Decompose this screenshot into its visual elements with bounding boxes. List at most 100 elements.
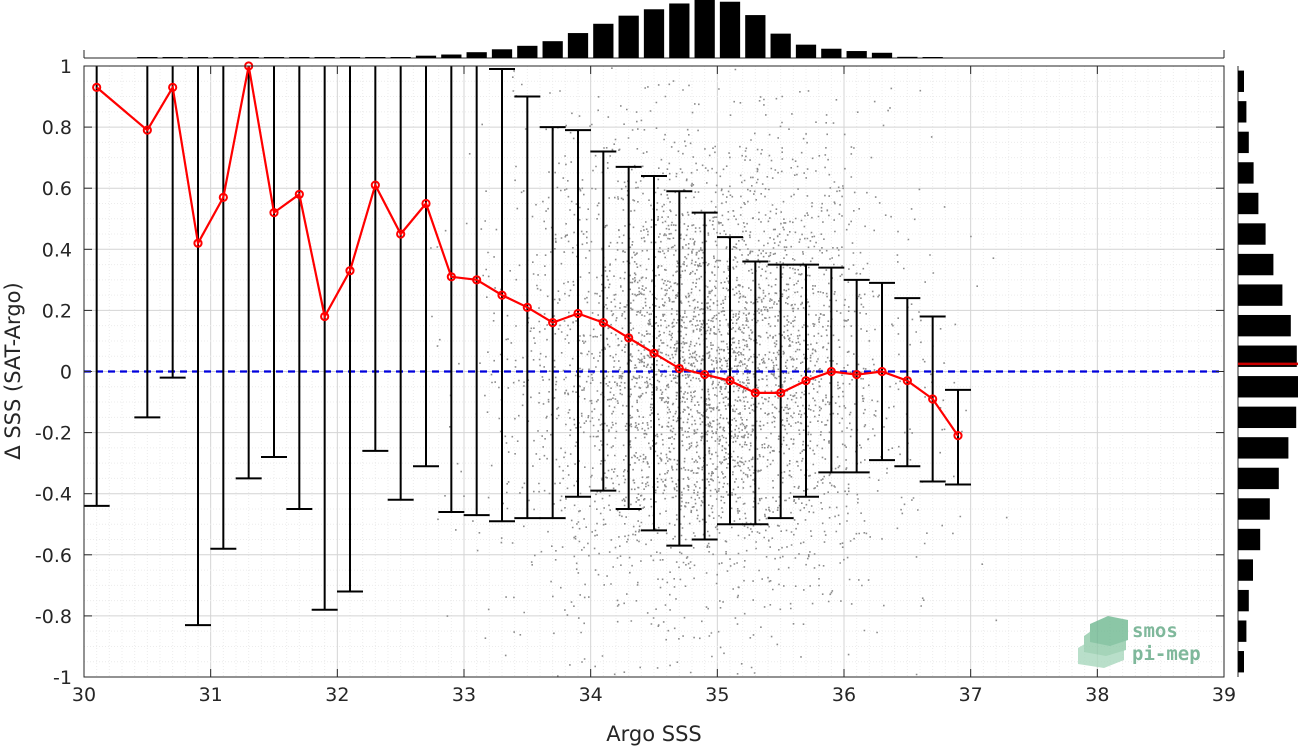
- top-histogram-bar: [339, 57, 361, 58]
- x-tick-label: 34: [579, 684, 603, 706]
- mean-marker-23: [700, 369, 710, 380]
- mean-marker-31: [902, 376, 912, 386]
- top-histogram-bar: [517, 45, 538, 58]
- top-histogram-bar: [289, 57, 310, 58]
- top-histogram-bar: [821, 48, 842, 58]
- right-histogram-bar: [1238, 406, 1297, 429]
- x-tick-label: 39: [1212, 684, 1236, 706]
- top-histogram-bar: [745, 15, 766, 58]
- y-tick-label: -0.2: [35, 423, 72, 445]
- x-tick-label: 36: [832, 684, 856, 706]
- top-histogram: [83, 0, 1225, 59]
- top-histogram-bar: [365, 57, 386, 58]
- mean-marker-33: [953, 431, 963, 441]
- y-tick-label: -0.8: [35, 606, 72, 628]
- top-histogram-bar: [263, 57, 285, 58]
- top-histogram-bar: [922, 57, 943, 58]
- binned-mean-line: [95, 65, 959, 437]
- y-tick-label: 0.8: [42, 117, 72, 139]
- right-histogram-bar: [1238, 437, 1289, 459]
- right-histogram-bar: [1238, 253, 1274, 276]
- x-tick-label: 30: [72, 684, 96, 706]
- x-tick-label: 37: [959, 684, 983, 706]
- top-histogram-bar: [694, 0, 715, 58]
- mean-marker-30: [877, 366, 887, 377]
- right-histogram-bar: [1238, 620, 1247, 642]
- top-histogram-bar: [137, 57, 158, 58]
- error-bars: [83, 66, 971, 627]
- top-histogram-bar: [669, 3, 690, 59]
- y-tick-label: -0.4: [35, 484, 72, 506]
- top-histogram-bar: [415, 55, 437, 58]
- right-histogram-bar: [1238, 376, 1298, 398]
- y-tick-label: -1: [53, 667, 72, 689]
- top-histogram-bar: [593, 23, 614, 59]
- right-histogram-bar: [1238, 498, 1270, 520]
- x-tick-label: 31: [199, 684, 223, 706]
- mean-marker-17: [548, 318, 558, 328]
- y-axis-label: Δ SSS (SAT-Argo): [1, 282, 25, 459]
- mean-marker-25: [750, 388, 760, 398]
- top-histogram-bar: [897, 56, 918, 58]
- mean-marker-27: [801, 376, 811, 386]
- mean-marker-26: [776, 388, 786, 398]
- top-histogram-bar: [846, 51, 867, 58]
- logo-icon: [1078, 616, 1128, 668]
- mean-marker-2: [168, 82, 178, 92]
- right-histogram-bar: [1238, 345, 1297, 367]
- right-histogram-bar: [1238, 314, 1291, 337]
- top-histogram-bar: [466, 52, 487, 58]
- top-histogram-bar: [795, 44, 817, 58]
- mean-marker-0: [92, 82, 102, 92]
- right-histogram-bar: [1238, 70, 1244, 92]
- right-histogram-bar: [1238, 284, 1283, 306]
- top-histogram-bar: [542, 41, 563, 58]
- axis-ticks: [83, 65, 1225, 678]
- y-tick-label: 0.4: [42, 239, 72, 261]
- top-histogram-bar: [390, 57, 411, 58]
- mean-marker-18: [573, 308, 583, 319]
- mean-marker-19: [598, 318, 608, 328]
- y-tick-label: 0.2: [42, 300, 72, 322]
- x-tick-label: 32: [325, 684, 349, 706]
- top-histogram-bar: [187, 57, 209, 58]
- right-histogram-bar: [1238, 528, 1261, 551]
- y-tick-label: 1: [60, 56, 72, 78]
- top-histogram-bar: [238, 57, 259, 58]
- logo-text-line2: pi-mep: [1132, 643, 1201, 665]
- mean-marker-16: [522, 302, 532, 312]
- smos-pi-mep-logo: smos pi-mep: [1078, 616, 1201, 668]
- mean-marker-11: [396, 229, 406, 239]
- right-histogram-bar: [1238, 467, 1279, 490]
- right-histogram-bar: [1238, 101, 1247, 123]
- mean-marker-3: [193, 238, 203, 248]
- top-histogram-bar: [643, 9, 665, 59]
- x-axis-label: Argo SSS: [606, 722, 701, 746]
- mean-marker-9: [345, 266, 355, 276]
- mean-marker-4: [218, 192, 228, 202]
- mean-marker-28: [826, 366, 836, 377]
- x-tick-label: 38: [1085, 684, 1109, 706]
- logo-text-line1: smos: [1132, 620, 1178, 642]
- mean-marker-1: [142, 125, 152, 135]
- mean-marker-22: [674, 363, 684, 374]
- y-tick-labels: -1 -0.8 -0.6 -0.4 -0.2 0 0.2 0.4 0.6 0.8 1: [35, 56, 72, 689]
- top-histogram-bar: [567, 33, 589, 58]
- mean-marker-21: [649, 348, 659, 358]
- y-tick-label: 0: [60, 362, 72, 384]
- right-histogram-bar: [1238, 589, 1249, 612]
- top-histogram-bar: [491, 49, 513, 58]
- mean-marker-15: [497, 290, 507, 300]
- top-histogram-bar: [441, 54, 462, 58]
- x-tick-label: 35: [705, 684, 729, 706]
- mean-marker-6: [269, 208, 279, 218]
- y-tick-label: 0.6: [42, 178, 72, 200]
- top-histogram-bar: [162, 57, 183, 58]
- top-histogram-bar: [314, 57, 335, 58]
- right-histogram-bar: [1238, 651, 1244, 673]
- right-histogram: [1237, 66, 1298, 677]
- mean-marker-24: [725, 376, 735, 386]
- mean-marker-8: [320, 311, 330, 322]
- mean-marker-7: [294, 189, 304, 199]
